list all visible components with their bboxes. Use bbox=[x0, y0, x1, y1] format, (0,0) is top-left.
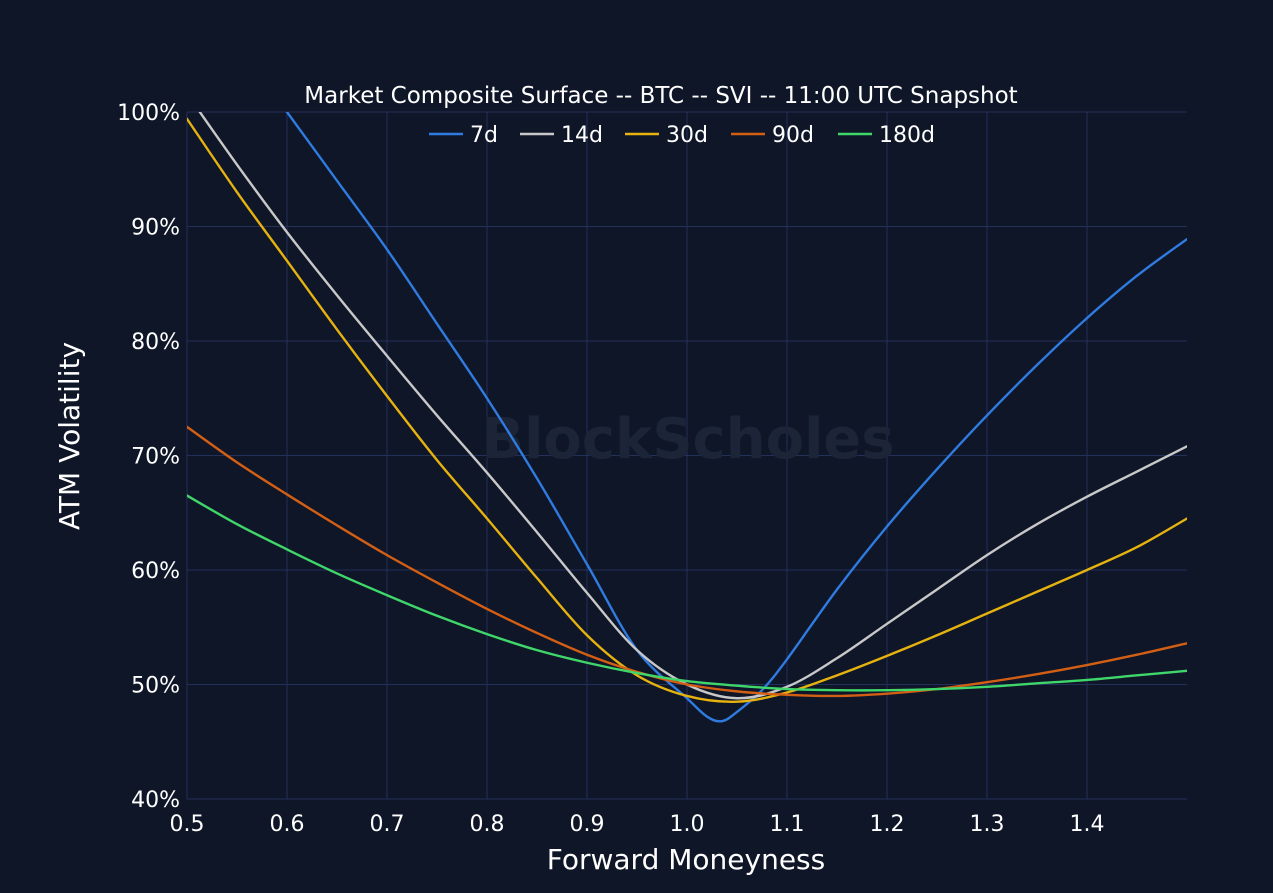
x-tick-label: 1.4 bbox=[1070, 812, 1105, 837]
x-tick-label: 0.6 bbox=[270, 812, 305, 837]
x-tick-label: 0.7 bbox=[370, 812, 405, 837]
y-tick-label: 80% bbox=[131, 330, 180, 355]
y-tick-label: 60% bbox=[131, 559, 180, 584]
series-line-90d bbox=[187, 425, 1187, 698]
chart-title: Market Composite Surface -- BTC -- SVI -… bbox=[304, 83, 1017, 109]
grid bbox=[186, 111, 1187, 800]
x-axis-ticks: 0.5 0.6 0.7 0.8 0.9 1.0 1.1 1.2 1.3 1.4 bbox=[170, 812, 1105, 837]
y-tick-label: 90% bbox=[131, 216, 180, 241]
series-lines bbox=[187, 112, 1187, 723]
x-tick-label: 1.0 bbox=[670, 812, 705, 837]
legend[interactable]: 7d 14d 30d 90d 180d bbox=[429, 123, 935, 148]
series-line-180d bbox=[187, 494, 1187, 692]
watermark-text: BlockScholes bbox=[481, 407, 894, 472]
x-tick-label: 1.3 bbox=[970, 812, 1005, 837]
x-tick-label: 0.8 bbox=[470, 812, 505, 837]
y-axis-title: ATM Volatility bbox=[53, 342, 86, 530]
legend-label: 180d bbox=[879, 123, 935, 148]
legend-item-180d[interactable]: 180d bbox=[838, 123, 935, 148]
legend-item-90d[interactable]: 90d bbox=[731, 123, 814, 148]
legend-label: 30d bbox=[666, 123, 708, 148]
x-tick-label: 1.1 bbox=[770, 812, 805, 837]
y-tick-label: 70% bbox=[131, 445, 180, 470]
y-tick-label: 40% bbox=[131, 788, 180, 813]
x-axis-title: Forward Moneyness bbox=[547, 843, 825, 876]
legend-item-14d[interactable]: 14d bbox=[520, 123, 603, 148]
x-tick-label: 0.5 bbox=[170, 812, 205, 837]
series-line-14d bbox=[198, 112, 1187, 700]
legend-label: 14d bbox=[561, 123, 603, 148]
x-tick-label: 0.9 bbox=[570, 812, 605, 837]
series-line-30d bbox=[187, 117, 1187, 703]
legend-label: 90d bbox=[772, 123, 814, 148]
y-axis-ticks: 40% 50% 60% 70% 80% 90% 100% bbox=[117, 101, 180, 813]
legend-item-7d[interactable]: 7d bbox=[429, 123, 498, 148]
y-tick-label: 50% bbox=[131, 674, 180, 699]
legend-item-30d[interactable]: 30d bbox=[625, 123, 708, 148]
x-tick-label: 1.2 bbox=[870, 812, 905, 837]
y-tick-label: 100% bbox=[117, 101, 180, 126]
series-line-7d bbox=[285, 112, 1187, 723]
legend-label: 7d bbox=[470, 123, 498, 148]
